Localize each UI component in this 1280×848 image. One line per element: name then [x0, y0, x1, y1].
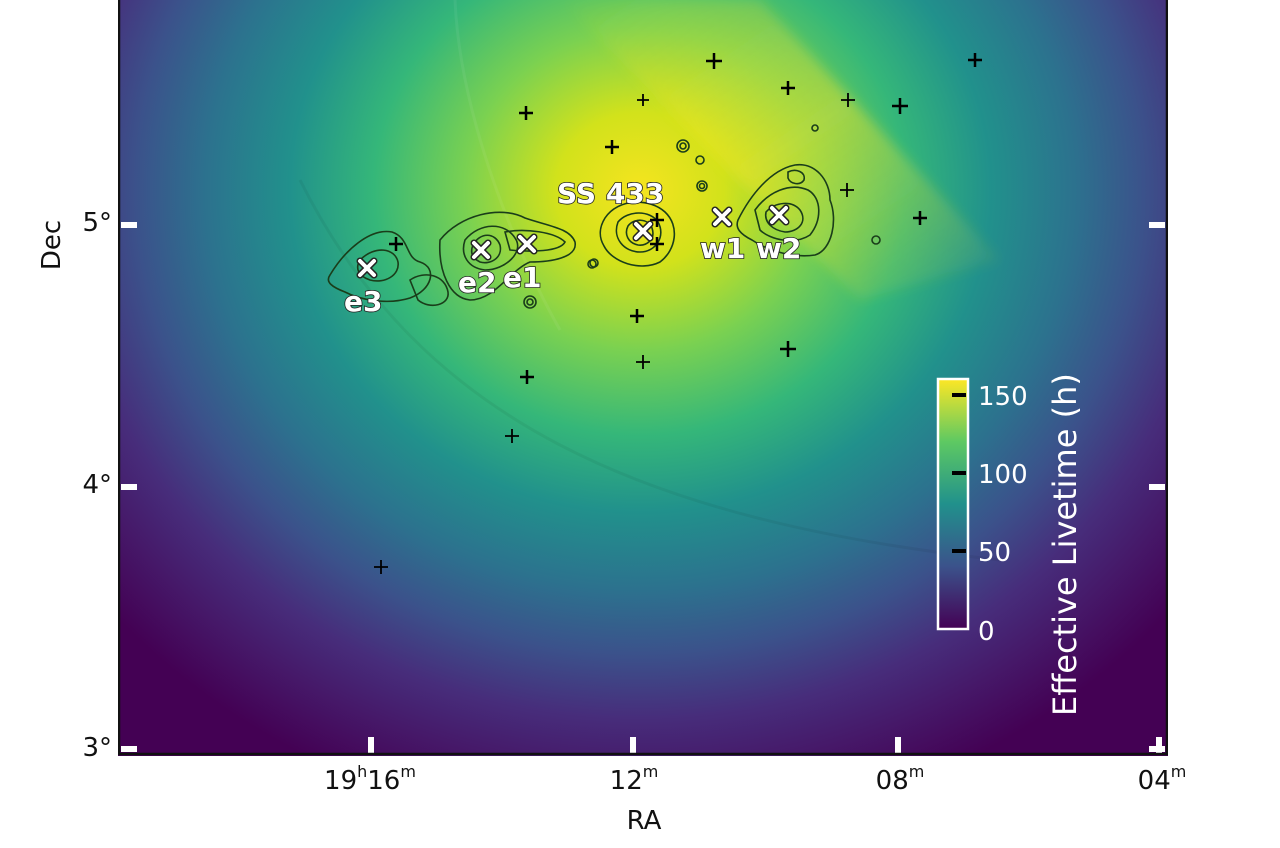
- y-tick-label-5: 5°: [82, 208, 112, 238]
- colorbar-label-100: 100: [978, 460, 1028, 490]
- x-tick-label-04m: 04m: [1137, 762, 1187, 796]
- x-tick-label-12m: 12m: [609, 762, 659, 796]
- label-e2: e2: [458, 266, 496, 299]
- y-tick-label-4: 4°: [82, 470, 112, 500]
- colorbar: 150 100 50 0 Effective Livetime (h): [936, 373, 1084, 716]
- x-tick-label-08m: 08m: [875, 762, 925, 796]
- label-e1: e1: [503, 261, 541, 294]
- source-labels: SS 433 w1 w2 e1 e2 e3: [343, 176, 802, 319]
- colorbar-title: Effective Livetime (h): [1046, 373, 1084, 716]
- colorbar-label-150: 150: [978, 382, 1028, 412]
- exposure-map-plot: SS 433 w1 w2 e1 e2 e3 150 100 50 0 Effec…: [118, 0, 1168, 756]
- x-axis-label: RA: [626, 806, 662, 836]
- x-tick-label-16m: 19h16m: [324, 762, 416, 796]
- colorbar-label-50: 50: [978, 538, 1011, 568]
- label-ss433: SS 433: [557, 177, 664, 210]
- exposure-heatmap: [118, 0, 1168, 756]
- label-w2: w2: [756, 232, 801, 265]
- label-w1: w1: [700, 232, 745, 265]
- colorbar-label-0: 0: [978, 617, 995, 647]
- source-x-markers: [356, 204, 790, 279]
- plot-frame: [118, 0, 1168, 756]
- y-tick-label-3: 3°: [82, 733, 112, 763]
- label-e3: e3: [344, 285, 382, 318]
- axis-ticks: [121, 222, 1165, 753]
- plus-markers: [374, 53, 982, 574]
